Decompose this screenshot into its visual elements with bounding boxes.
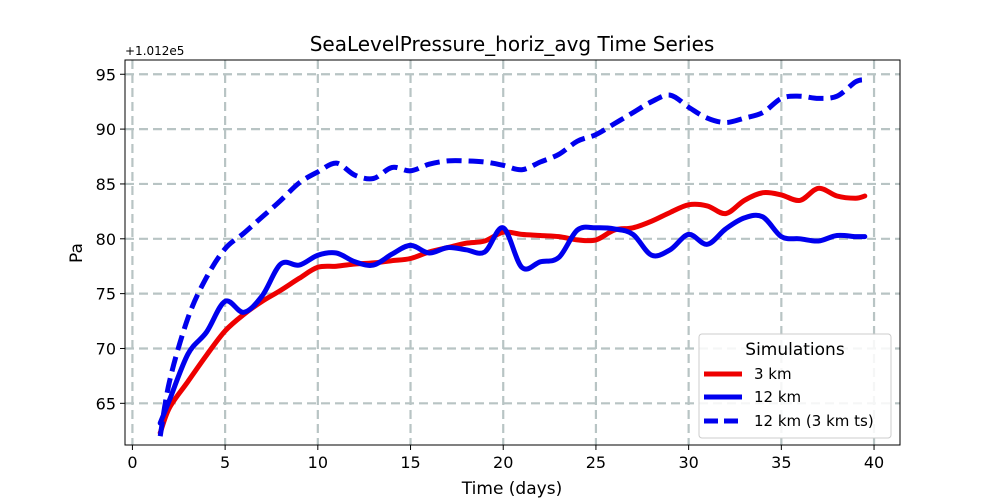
- y-offset-label: +1.012e5: [125, 44, 184, 58]
- x-axis: 0 5 10 15 20 25 30 35 40: [127, 445, 884, 472]
- y-tick-label: 80: [96, 230, 116, 249]
- y-axis-label: Pa: [67, 243, 87, 263]
- legend-box: [698, 333, 892, 439]
- x-tick-label: 10: [308, 453, 328, 472]
- legend-label-12km-3km-ts: 12 km (3 km ts): [754, 412, 874, 430]
- y-axis: 65 70 75 80 85 90 95: [96, 65, 125, 413]
- x-tick-label: 15: [400, 453, 420, 472]
- legend-label-3km: 3 km: [754, 365, 792, 383]
- plot-border: [124, 59, 901, 446]
- grid: [125, 60, 900, 445]
- x-tick-label: 0: [127, 453, 137, 472]
- x-tick-label: 25: [586, 453, 606, 472]
- y-tick-label: 85: [96, 175, 116, 194]
- y-tick-label: 70: [96, 339, 116, 358]
- y-tick-label: 75: [96, 285, 116, 304]
- legend: Simulations 3 km 12 km 12 km (3 km ts): [698, 333, 892, 439]
- chart-title: SeaLevelPressure_horiz_avg Time Series: [310, 32, 715, 56]
- y-tick-label: 90: [96, 120, 116, 139]
- series-line-12km: [157, 212, 868, 426]
- x-tick-label: 35: [771, 453, 791, 472]
- x-tick-label: 30: [678, 453, 698, 472]
- x-tick-label: 20: [493, 453, 513, 472]
- series-line-3km: [157, 185, 868, 436]
- series-line-12km-3km-ts: [157, 77, 866, 437]
- legend-title: Simulations: [745, 340, 845, 360]
- x-tick-label: 40: [864, 453, 884, 472]
- legend-label-12km: 12 km: [754, 388, 801, 406]
- y-tick-label: 65: [96, 394, 116, 413]
- series-layer: [157, 77, 868, 437]
- x-axis-label: Time (days): [461, 479, 562, 499]
- x-tick-label: 5: [220, 453, 230, 472]
- y-tick-label: 95: [96, 65, 116, 84]
